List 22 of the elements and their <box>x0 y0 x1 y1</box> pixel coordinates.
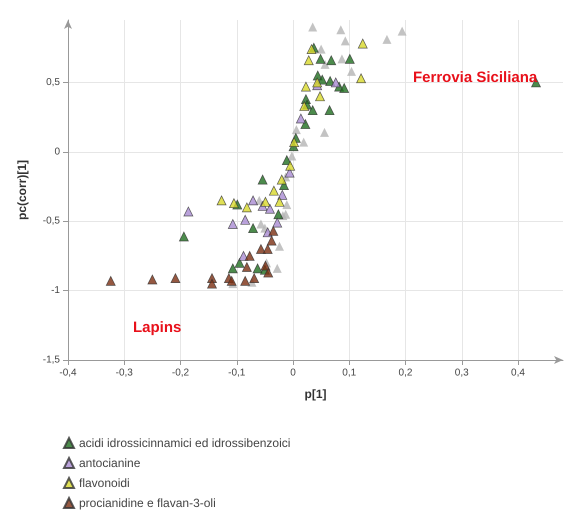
y-tick-label: 0,5 <box>46 76 60 88</box>
x-tick-label: 0,2 <box>398 368 413 378</box>
x-tick-label: 0,1 <box>342 368 357 378</box>
annotation: Lapins <box>133 319 182 336</box>
x-tick-label: 0,3 <box>454 368 470 378</box>
y-axis-title: pc(corr)[1] <box>15 160 29 220</box>
x-axis-title: p[1] <box>304 387 326 401</box>
x-tick-label: -0,1 <box>228 368 246 378</box>
x-tick-label: -0,3 <box>116 368 134 378</box>
x-tick-label: -0,2 <box>172 368 190 378</box>
y-tick-label: -1 <box>51 285 60 296</box>
legend-label: acidi idrossicinnamici ed idrossibenzoici <box>79 436 290 450</box>
annotation: Ferrovia Siciliana <box>413 69 538 86</box>
legend-label: antocianine <box>79 456 141 470</box>
y-tick-label: 0 <box>54 146 60 158</box>
x-tick-label: 0 <box>290 368 296 378</box>
x-tick-label: -0,4 <box>59 368 78 378</box>
legend-label: procianidine e flavan-3-oli <box>79 496 216 510</box>
y-tick-label: -0,5 <box>42 216 60 227</box>
legend-label: flavonoidi <box>79 476 130 490</box>
x-tick-label: 0,4 <box>511 368 526 378</box>
y-tick-label: -1,5 <box>42 354 60 366</box>
